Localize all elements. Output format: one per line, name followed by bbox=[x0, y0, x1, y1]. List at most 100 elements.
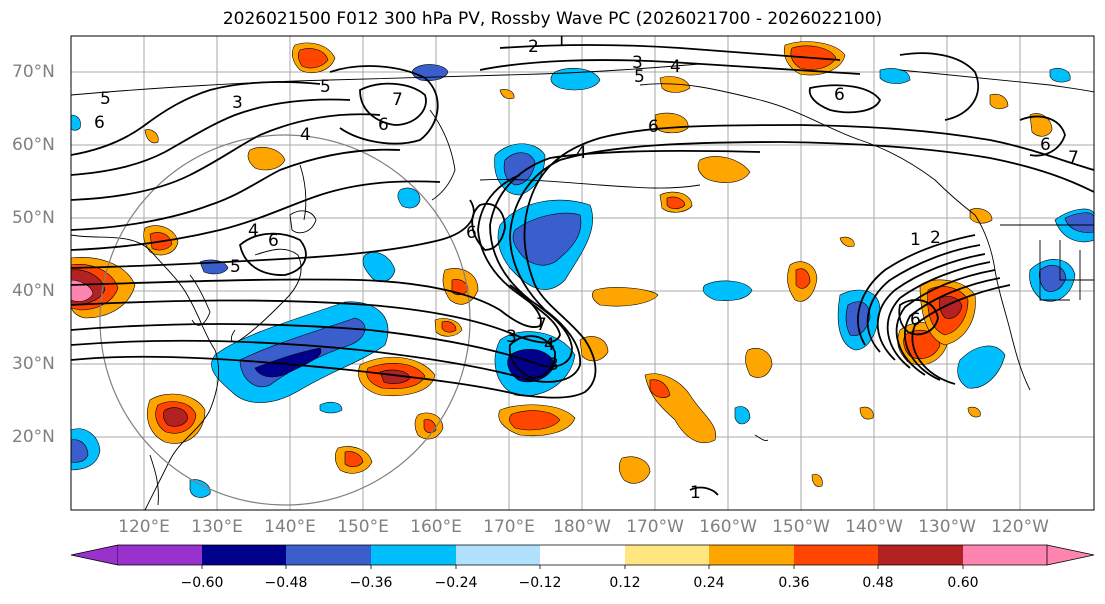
lon-label-140w: 140°W bbox=[845, 517, 903, 537]
negative-anomaly-china-south-core bbox=[71, 439, 89, 463]
pv-contour-south-1 bbox=[689, 486, 719, 496]
pv-contour-east-4 bbox=[886, 261, 991, 369]
border-states-2 bbox=[1059, 240, 1094, 281]
lon-label-130e: 130°E bbox=[191, 517, 243, 537]
positive-anomaly-okhotsk bbox=[247, 147, 286, 171]
lat-label-40n: 40°N bbox=[12, 281, 55, 301]
colorbar-tick: 0.36 bbox=[778, 575, 810, 591]
positive-anomaly-small-6 bbox=[859, 406, 874, 420]
lon-label-160w: 160°W bbox=[699, 517, 757, 537]
pv-contour-north-1 bbox=[71, 180, 441, 251]
lat-label-50n: 50°N bbox=[12, 208, 55, 228]
colorbar-bin bbox=[286, 545, 371, 565]
map-field: 6 5 3 7 6 5 4 2 1 3 5 4 6 6 6 4 6 5 4 3 … bbox=[71, 36, 1094, 510]
positive-anomaly-small-11 bbox=[839, 236, 855, 247]
pv-contour-trough-2 bbox=[508, 335, 556, 379]
colorbar-bin bbox=[709, 545, 794, 565]
positive-anomaly-arctic-3 bbox=[1029, 113, 1053, 137]
contour-label: 6 bbox=[268, 231, 279, 251]
colorbar-tick: 0.24 bbox=[693, 575, 725, 591]
coast-arctic-canada bbox=[899, 69, 1094, 93]
positive-anomaly-small-2-red bbox=[344, 451, 364, 468]
pv-contour-jet-5 bbox=[71, 278, 542, 328]
border-states-1 bbox=[1039, 240, 1070, 301]
pv-contour-east-cut bbox=[898, 299, 939, 336]
positive-anomaly-small-9 bbox=[499, 89, 515, 100]
contour-label: 2 bbox=[930, 228, 941, 248]
lon-label-180w: 180°W bbox=[553, 517, 611, 537]
negative-anomaly-hawaii-nw bbox=[702, 280, 753, 301]
contour-label: 6 bbox=[834, 85, 845, 105]
positive-anomaly-small-1-red bbox=[423, 419, 437, 434]
contour-label: 4 bbox=[576, 143, 587, 163]
positive-anomaly-dateline-south-red bbox=[509, 410, 561, 431]
map-frame bbox=[70, 35, 1095, 511]
pv-contour-arctic-3 bbox=[479, 59, 861, 75]
contour-label: 5 bbox=[100, 89, 111, 109]
lat-label-70n: 70°N bbox=[12, 62, 55, 82]
positive-anomaly-central-pacific-dark bbox=[379, 369, 411, 384]
pv-contour-east-6 bbox=[904, 277, 1001, 381]
colorbar-bin bbox=[371, 545, 456, 565]
positive-anomaly-140w-red bbox=[795, 268, 811, 289]
contour-label: 6 bbox=[466, 223, 477, 243]
negative-anomaly-arctic-1 bbox=[550, 67, 601, 91]
contour-label: 1 bbox=[690, 483, 701, 503]
pv-contour-north-5 bbox=[71, 81, 321, 156]
positive-anomaly-arctic-4 bbox=[989, 93, 1009, 110]
contour-label: 4 bbox=[248, 221, 259, 241]
contour-label: 5 bbox=[320, 77, 331, 97]
positive-anomaly-170w-red bbox=[649, 379, 671, 399]
negative-anomaly-small-1 bbox=[734, 406, 751, 425]
lon-label-120w: 120°W bbox=[991, 517, 1049, 537]
contour-label: 5 bbox=[230, 257, 241, 277]
lon-label-130w: 130°W bbox=[918, 517, 976, 537]
contour-label: 4 bbox=[670, 57, 681, 77]
contour-label: 6 bbox=[910, 310, 921, 330]
negative-anomaly-small-2 bbox=[319, 401, 343, 414]
pv-contour-arctic-1 bbox=[359, 82, 427, 126]
contour-label: 6 bbox=[1040, 135, 1051, 155]
pv-contour-east-7 bbox=[911, 284, 1011, 385]
negative-anomaly-siberia bbox=[397, 187, 421, 209]
contour-label: 4 bbox=[544, 335, 555, 355]
colorbar-bin bbox=[625, 545, 709, 565]
colorbar-tick: 0.60 bbox=[947, 575, 979, 591]
contour-label: 4 bbox=[300, 125, 311, 145]
negative-anomaly-arctic-4 bbox=[71, 114, 81, 131]
contour-label: 3 bbox=[232, 93, 243, 113]
lon-label-120e: 120°E bbox=[118, 517, 170, 537]
positive-anomaly-small-7 bbox=[967, 406, 981, 418]
positive-anomaly-alaska bbox=[697, 156, 751, 183]
negative-anomaly-dateline-core bbox=[512, 212, 582, 266]
contour-label: 6 bbox=[648, 117, 659, 137]
negative-anomaly-arctic-5 bbox=[1049, 68, 1071, 83]
contour-label: 7 bbox=[536, 315, 547, 335]
pv-contours bbox=[71, 44, 1094, 496]
pv-contour-jet-3 bbox=[71, 149, 761, 368]
pv-contour-japan-loop bbox=[239, 232, 307, 276]
colorbar-tick: 0.48 bbox=[862, 575, 894, 591]
lat-label-60n: 60°N bbox=[12, 135, 55, 155]
pv-contour-arctic-4 bbox=[499, 44, 841, 61]
positive-anomaly-gulf-red bbox=[666, 196, 686, 210]
coast-kamchatka bbox=[429, 109, 456, 201]
positive-anomaly-small-4-red bbox=[441, 321, 457, 333]
contour-label: 2 bbox=[528, 37, 539, 57]
colorbar-tick: −0.60 bbox=[180, 575, 224, 591]
colorbar-tick: 0.12 bbox=[609, 575, 641, 591]
lat-label-30n: 30°N bbox=[12, 354, 55, 374]
pv-contour-trough-1 bbox=[471, 202, 506, 251]
negative-anomaly-japan-inner bbox=[254, 347, 322, 378]
lon-label-150e: 150°E bbox=[337, 517, 389, 537]
colorbar-bin bbox=[794, 545, 878, 565]
colorbar-bin bbox=[118, 545, 202, 565]
positive-anomaly-small-8 bbox=[811, 473, 823, 487]
colorbar-bin bbox=[202, 545, 286, 565]
positive-anomaly-small-12 bbox=[969, 208, 993, 224]
pv-contour-jet-4 bbox=[71, 174, 561, 344]
pv-contour-arctic-5 bbox=[808, 84, 882, 114]
colorbar-tick: −0.12 bbox=[518, 575, 562, 591]
negative-anomaly-west-coast bbox=[957, 345, 1006, 389]
